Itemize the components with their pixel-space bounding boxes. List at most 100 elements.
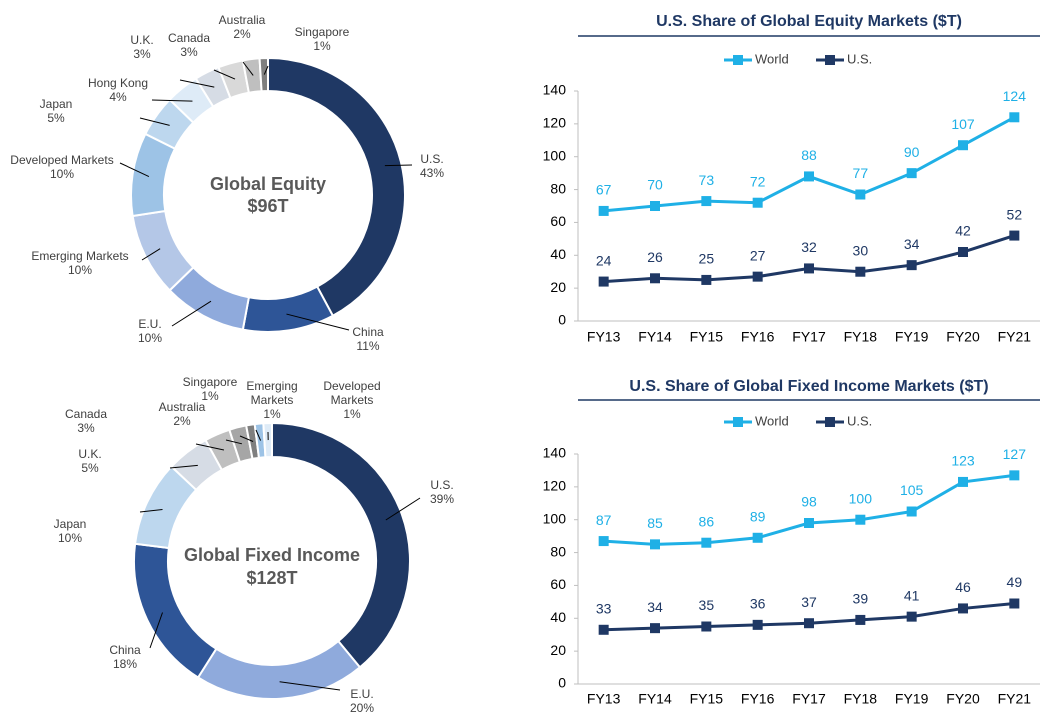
x-tick-label: FY18 [844, 691, 878, 707]
point-marker [701, 621, 712, 632]
segment-label: U.K. 3% [130, 33, 153, 61]
data-label: 72 [750, 173, 766, 189]
x-tick-label: FY15 [690, 691, 724, 707]
data-label: 89 [750, 508, 766, 524]
data-label: 30 [853, 242, 869, 258]
segment-value: 10% [49, 167, 75, 181]
segment-category: Emerging Markets [246, 379, 298, 407]
data-label: 98 [801, 494, 817, 510]
segment-label: Singapore 1% [183, 375, 238, 403]
data-label: 88 [801, 147, 817, 163]
segment-value: 10% [137, 331, 163, 345]
data-label: 24 [596, 252, 612, 268]
segment-value: 1% [201, 389, 219, 403]
donut-segment [262, 421, 273, 459]
donut-center-label: $96T [247, 196, 288, 216]
segment-value: 18% [112, 657, 138, 671]
segment-category: Canada [167, 31, 211, 45]
point-marker [1009, 470, 1020, 481]
point-marker [598, 205, 609, 216]
data-label: 85 [647, 515, 663, 531]
y-tick-label: 100 [543, 510, 567, 526]
segment-label: U.S. 43% [420, 152, 444, 180]
donut-center-label: Global Equity [210, 174, 326, 194]
point-marker [906, 168, 917, 179]
point-marker [804, 518, 814, 528]
leader-line [141, 248, 161, 261]
x-tick-label: FY13 [587, 329, 621, 345]
segment-label: Hong Kong 4% [88, 76, 148, 104]
point-marker [958, 140, 968, 151]
segment-label: E.U. 10% [138, 317, 162, 345]
point-marker [1009, 112, 1020, 123]
segment-value: 20% [349, 701, 375, 715]
leader-line [385, 497, 421, 521]
segment-category: E.U. [350, 687, 374, 701]
point-marker [598, 276, 609, 287]
segment-value: 4% [109, 90, 127, 104]
segment-label: Australia 2% [219, 13, 266, 41]
point-marker [650, 539, 660, 550]
leader-line [225, 439, 243, 445]
donut-center-label: Global Fixed Income [184, 545, 360, 565]
x-tick-label: FY13 [587, 691, 621, 707]
data-label: 37 [801, 594, 817, 610]
data-label: 36 [750, 596, 766, 612]
segment-label: China 11% [352, 325, 383, 353]
x-tick-label: FY20 [946, 329, 980, 345]
segment-value: 5% [47, 111, 65, 125]
point-marker [1009, 598, 1020, 609]
segment-label: Canada 3% [65, 407, 107, 435]
data-label: 105 [900, 482, 924, 498]
data-label: 123 [951, 453, 975, 469]
point-marker [752, 271, 763, 282]
x-tick-label: FY18 [844, 329, 878, 345]
leader-line [171, 300, 212, 327]
segment-value: 2% [233, 27, 251, 41]
point-marker [804, 171, 814, 182]
data-label: 34 [647, 599, 663, 615]
segment-label: Developed Markets 1% [322, 379, 382, 421]
y-tick-label: 60 [550, 213, 566, 229]
data-label: 70 [647, 177, 663, 193]
x-tick-label: FY14 [638, 329, 672, 345]
y-tick-label: 140 [543, 445, 567, 461]
segment-category: Australia [158, 400, 206, 414]
point-marker [701, 196, 712, 207]
y-tick-label: 80 [550, 180, 566, 196]
leader-line [213, 69, 236, 80]
point-marker [650, 623, 660, 634]
point-marker [701, 274, 712, 285]
leader-line [279, 681, 341, 691]
segment-value: 11% [356, 339, 380, 353]
data-label: 127 [1003, 446, 1027, 462]
y-tick-label: 60 [550, 576, 566, 592]
segment-category: U.S. [430, 478, 454, 492]
segment-label: Developed Markets 10% [10, 153, 113, 181]
segment-category: China [109, 643, 141, 657]
leader-line [149, 612, 163, 649]
point-marker [752, 619, 763, 630]
segment-value: 10% [67, 263, 93, 277]
leader-line [255, 429, 262, 441]
chart-title: U.S. Share of Global Equity Markets ($T) [656, 13, 962, 30]
point-marker [958, 603, 968, 614]
x-tick-label: FY19 [895, 691, 929, 707]
x-tick-label: FY17 [792, 691, 826, 707]
legend-marker [825, 55, 835, 65]
segment-value: 2% [173, 414, 191, 428]
x-tick-label: FY16 [741, 691, 775, 707]
legend-label: U.S. [847, 51, 872, 66]
segment-value: 1% [313, 39, 331, 53]
segment-value: 5% [81, 461, 99, 475]
segment-value: 3% [133, 47, 151, 61]
data-label: 73 [699, 172, 715, 188]
data-label: 41 [904, 587, 920, 603]
donut-segment [258, 56, 269, 93]
x-tick-label: FY21 [998, 691, 1032, 707]
segment-category: Hong Kong [87, 76, 149, 90]
segment-category: Singapore [294, 25, 350, 39]
leader-line [242, 61, 254, 76]
segment-category: Canada [64, 407, 108, 421]
data-label: 107 [951, 116, 975, 132]
